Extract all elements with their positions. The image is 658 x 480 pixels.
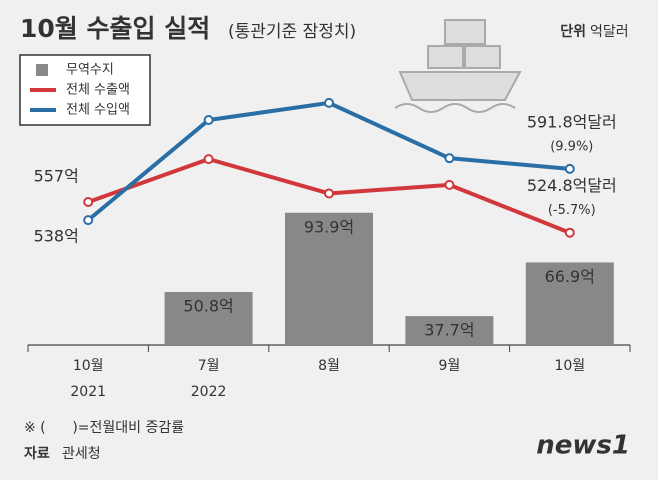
line-value-label: 538억 — [34, 227, 79, 246]
x-tick-label: 10월 — [554, 358, 585, 374]
line-value-label: 524.8억달러 — [527, 176, 617, 195]
point — [324, 188, 334, 199]
point — [83, 215, 94, 226]
legend-label: 전체 수입액 — [66, 103, 130, 118]
x-tick-label: 8월 — [318, 358, 340, 374]
bar — [285, 212, 373, 345]
bar-label: 93.9억 — [304, 217, 354, 236]
year-label: 2022 — [191, 384, 227, 400]
change-label: (9.9%) — [550, 139, 593, 154]
chart-title: 10월 수출입 실적 — [20, 14, 210, 43]
chart-subtitle: (통관기준 잠정치) — [228, 22, 356, 42]
point — [203, 115, 214, 126]
legend-label: 전체 수출액 — [66, 83, 130, 98]
bar — [525, 262, 614, 345]
year-label: 2021 — [70, 384, 106, 400]
bar-label: 50.8억 — [183, 297, 233, 316]
change-label: (-5.7%) — [548, 203, 596, 218]
unit: 억달러 — [590, 24, 629, 40]
x-tick-label: 7월 — [198, 358, 220, 374]
bar — [405, 316, 494, 345]
point — [564, 227, 575, 238]
point — [324, 97, 334, 108]
unit-title: 단위 — [560, 23, 586, 40]
line-value-label: 591.8억달러 — [527, 112, 617, 131]
point — [564, 163, 575, 174]
source-title: 자료 — [24, 446, 50, 462]
line-value-label: 557억 — [34, 167, 79, 186]
bar — [164, 292, 253, 345]
bar-label: 37.7억 — [424, 321, 474, 340]
source: 관세청 — [62, 446, 101, 462]
x-tick-label: 10월 — [73, 358, 104, 374]
point — [444, 179, 455, 190]
logo: news1 — [536, 431, 630, 461]
point — [83, 197, 94, 208]
point — [203, 154, 214, 165]
legend-label: 무역수지 — [66, 63, 114, 78]
point — [444, 153, 455, 164]
ship-icon — [394, 19, 522, 113]
legend-swatch — [36, 64, 48, 76]
bar-label: 66.9억 — [545, 267, 595, 286]
footnote: ※ ( )=전월대비 증감률 — [24, 420, 184, 436]
x-tick-label: 9월 — [439, 358, 461, 374]
